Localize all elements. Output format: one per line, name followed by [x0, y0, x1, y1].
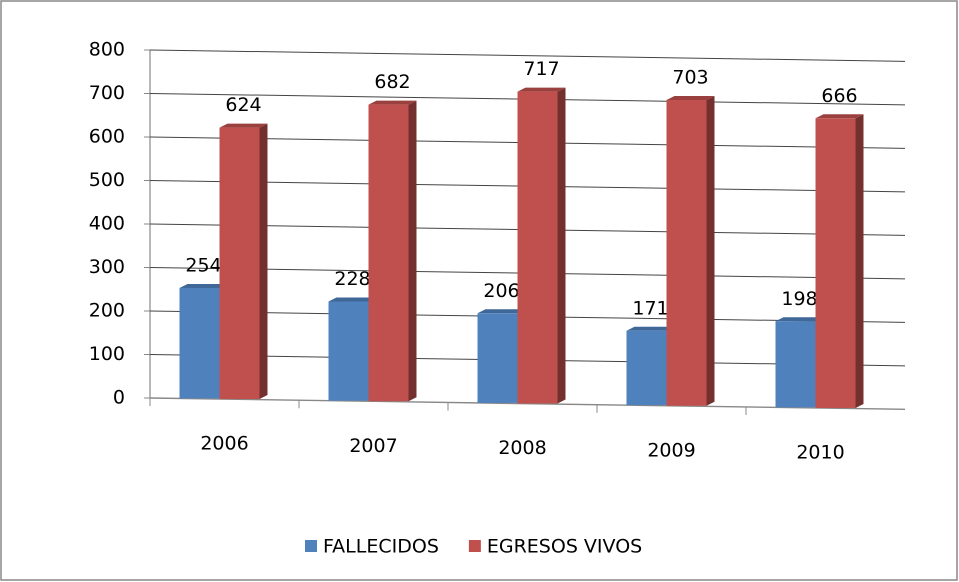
y-tick-label: 600 [89, 126, 125, 148]
bar-face [179, 283, 228, 288]
x-tick-label: 2010 [796, 442, 844, 464]
bar-face [368, 104, 409, 402]
x-tick-label: 2008 [498, 437, 546, 459]
bar-face [666, 95, 715, 100]
bar-face [477, 309, 526, 314]
data-label: 682 [374, 71, 410, 93]
bar-face [855, 114, 864, 408]
bar [219, 123, 268, 400]
bar-face [626, 330, 667, 406]
bar-face [368, 100, 417, 105]
data-label: 666 [821, 85, 857, 107]
bar-face [815, 118, 856, 408]
data-label: 254 [185, 254, 221, 276]
legend-label: FALLECIDOS [323, 536, 439, 558]
data-label: 198 [781, 288, 817, 310]
data-label: 171 [632, 297, 668, 319]
bar-face [259, 123, 268, 400]
bar-face [328, 297, 377, 302]
y-tick-label: 800 [89, 39, 125, 61]
y-tick-label: 300 [89, 256, 125, 278]
bar [815, 114, 864, 408]
bar-face [477, 313, 518, 403]
data-label: 206 [483, 280, 519, 302]
bar-face [815, 114, 864, 119]
bar-face [666, 99, 707, 406]
y-tick-label: 200 [89, 300, 125, 322]
bar-face [408, 100, 417, 402]
bar [517, 87, 566, 404]
bar-face [517, 91, 558, 404]
grid-line [149, 397, 906, 411]
legend-swatch [468, 540, 481, 552]
y-tick-label: 100 [89, 343, 125, 365]
bar [368, 100, 417, 402]
legend-swatch [305, 540, 317, 552]
legend-label: EGRESOS VIVOS [487, 536, 642, 558]
x-tick-label: 2006 [200, 433, 248, 455]
data-label: 717 [523, 58, 559, 80]
bar-face [219, 123, 268, 128]
bar-face [706, 95, 715, 406]
y-tick-label: 500 [89, 169, 125, 191]
bar-face [775, 321, 816, 408]
x-tick-label: 2007 [349, 435, 397, 457]
data-label: 703 [672, 66, 708, 88]
bar [666, 95, 715, 406]
bar-face [219, 127, 260, 400]
data-label: 624 [225, 94, 261, 116]
bar-face [517, 87, 566, 92]
bar-face [328, 301, 369, 401]
bar-face [557, 87, 566, 404]
x-tick-label: 2009 [647, 439, 695, 461]
data-label: 228 [334, 268, 370, 290]
y-tick-label: 700 [89, 82, 125, 104]
bar-face [775, 317, 824, 322]
grid-line [149, 49, 906, 62]
bar-face [179, 287, 220, 399]
y-tick-label: 0 [113, 387, 125, 409]
y-tick-label: 400 [89, 213, 125, 235]
bar-face [626, 326, 675, 331]
